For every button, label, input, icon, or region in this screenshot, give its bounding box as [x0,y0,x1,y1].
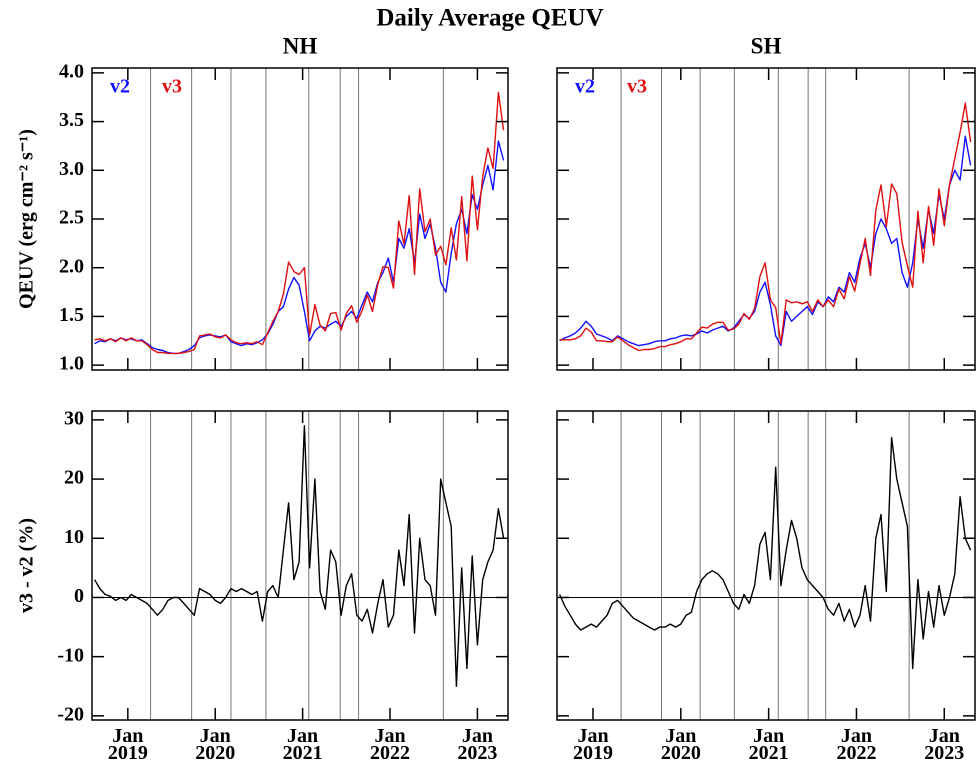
legend-label: v2 [110,76,130,98]
data-line [94,91,505,355]
y-tick-label: 3.0 [59,158,84,180]
legend-label: v3 [162,76,182,98]
y-tick-label: 0 [74,585,84,607]
x-tick-label: Jan 2021 [748,725,789,764]
panel-title: SH [751,33,782,58]
data-line [94,140,505,355]
plot-frame [91,410,509,721]
data-line [558,436,972,670]
y-tick-label: 30 [64,407,84,429]
data-line [559,102,972,352]
y-tick-label: 1.5 [59,304,84,326]
data-line [93,425,505,687]
x-tick-label: Jan 2023 [924,725,965,764]
x-tick-label: Jan 2022 [836,725,877,764]
plot-frame [556,67,976,371]
plot-frame [556,410,976,721]
legend-label: v2 [575,76,595,98]
y-tick-label: 4.0 [59,60,84,82]
y-tick-label: 3.5 [59,109,84,131]
legend-label: v3 [627,76,647,98]
x-tick-label: Jan 2020 [660,725,701,764]
x-tick-label: Jan 2023 [457,725,498,764]
y-tick-label: 2.5 [59,207,84,229]
plot-frame [91,67,509,371]
y-tick-label: 2.0 [59,255,84,277]
y-tick-label: 10 [64,526,84,548]
x-tick-label: Jan 2020 [195,725,236,764]
y-tick-label: -20 [57,703,84,725]
x-tick-label: Jan 2021 [282,725,323,764]
y-tick-label: 20 [64,467,84,489]
x-tick-label: Jan 2019 [573,725,613,764]
y-axis-label: v3 - v2 (%) [16,518,38,613]
y-tick-label: -10 [57,644,84,666]
x-tick-label: Jan 2019 [107,725,148,764]
panel-title: NH [283,33,318,58]
y-axis-label: QEUV (erg cm⁻² s⁻¹) [16,129,38,309]
figure-title: Daily Average QEUV [376,5,603,32]
x-tick-label: Jan 2022 [370,725,411,764]
data-line [559,135,972,347]
y-tick-label: 1.0 [59,353,84,375]
